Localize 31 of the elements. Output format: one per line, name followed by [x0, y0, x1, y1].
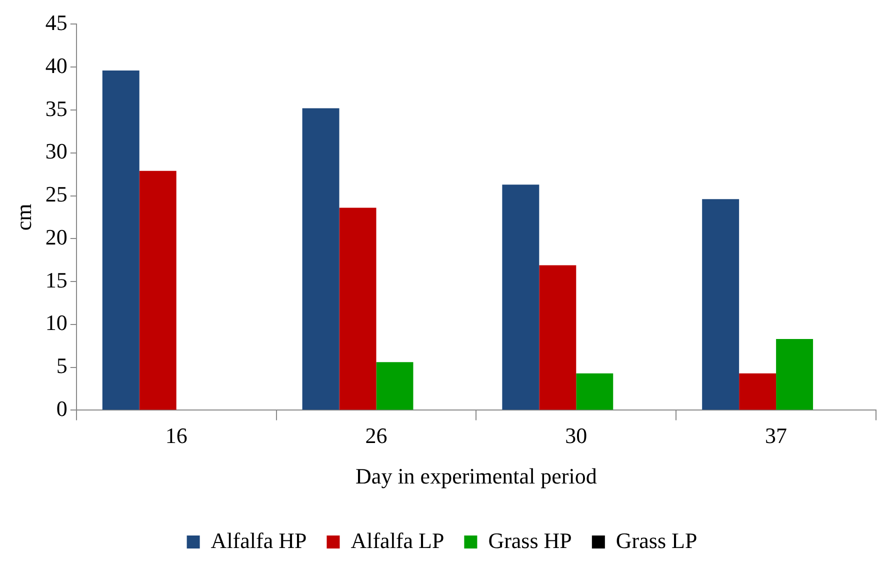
y-axis-title: cm: [10, 204, 36, 231]
x-tick-label: 30: [565, 423, 588, 448]
bar: [139, 170, 176, 410]
y-tick-label: 5: [56, 353, 68, 378]
bar: [376, 362, 414, 410]
y-tick-label: 30: [45, 138, 68, 164]
bar: [339, 208, 376, 410]
bar: [539, 265, 576, 410]
y-tick-label: 40: [45, 52, 68, 78]
y-tick-label: 25: [45, 182, 68, 207]
legend-label: Grass LP: [616, 528, 698, 553]
y-tick-label: 15: [45, 267, 68, 292]
y-tick-label: 35: [45, 96, 68, 121]
x-tick-label: 37: [765, 423, 788, 448]
bar: [739, 373, 776, 410]
bar: [776, 339, 814, 410]
bar: [102, 70, 140, 410]
y-tick-label: 0: [56, 396, 68, 421]
x-axis-title: Day in experimental period: [356, 464, 597, 489]
x-tick-label: 26: [365, 423, 388, 448]
bar: [302, 108, 340, 410]
bar: [702, 199, 740, 410]
y-tick-label: 10: [45, 310, 68, 336]
y-tick-label: 45: [45, 10, 68, 35]
bar: [502, 184, 540, 410]
legend-label: Grass HP: [488, 528, 572, 553]
bar: [576, 373, 614, 410]
y-tick-label: 20: [45, 224, 68, 250]
legend-label: Alfalfa LP: [350, 528, 444, 553]
legend-label: Alfalfa HP: [210, 528, 307, 553]
x-tick-label: 16: [165, 423, 188, 448]
